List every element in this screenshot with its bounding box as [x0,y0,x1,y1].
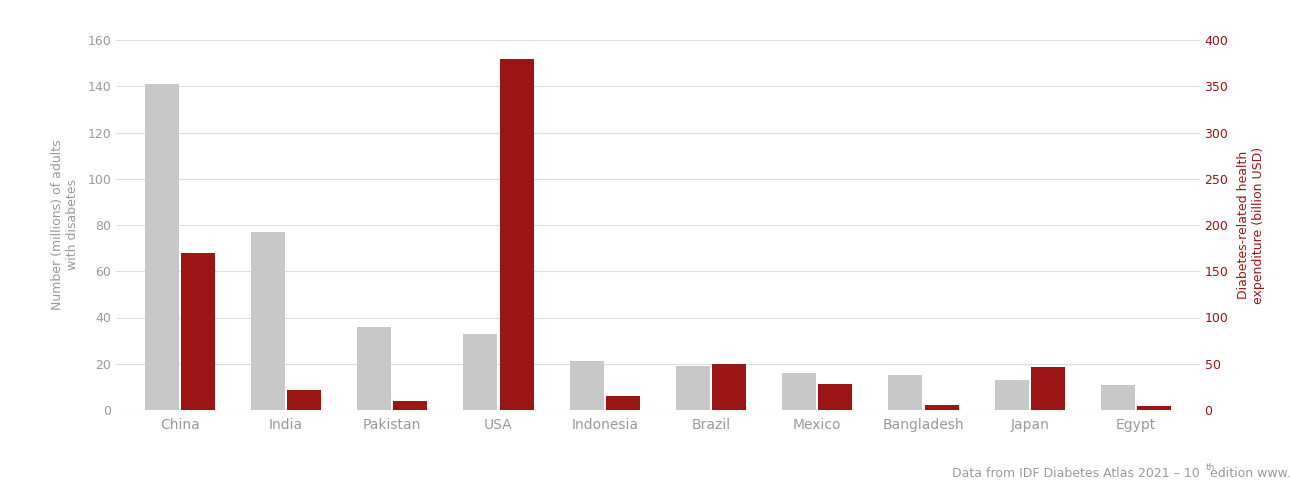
Bar [288,390,321,410]
Text: edition www.idf.org: edition www.idf.org [1206,467,1290,480]
Bar [499,58,534,410]
Bar [712,364,746,410]
Bar [995,380,1028,410]
Bar [606,396,640,410]
Bar [463,334,498,410]
Y-axis label: Number (millions) of adults
with disabetes: Number (millions) of adults with disabet… [52,140,79,310]
Bar [889,376,922,410]
Bar [782,373,817,410]
Bar [1136,406,1171,410]
Bar [570,362,604,410]
Bar [393,400,427,410]
Bar [252,232,285,410]
Bar [1031,366,1064,410]
Text: Data from IDF Diabetes Atlas 2021 – 10: Data from IDF Diabetes Atlas 2021 – 10 [952,467,1200,480]
Bar [1100,384,1135,410]
Bar [818,384,853,410]
Bar [925,406,958,410]
Bar [144,84,179,410]
Y-axis label: Diabetes-related health
expenditure (billion USD): Diabetes-related health expenditure (bil… [1237,146,1264,304]
Bar [676,366,710,410]
Bar [357,327,391,410]
Bar [181,252,215,410]
Text: th: th [1206,464,1215,472]
